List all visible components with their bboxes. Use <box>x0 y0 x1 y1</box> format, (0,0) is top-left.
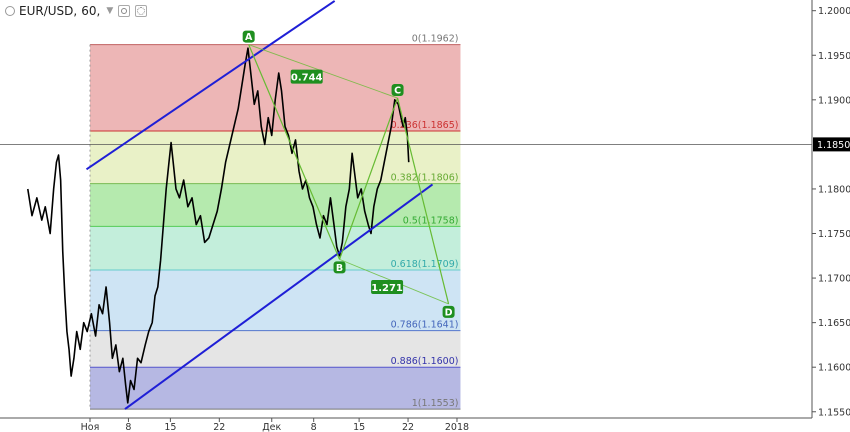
visibility-toggle-icon[interactable] <box>118 5 131 17</box>
pattern-point-badge-d <box>442 305 455 318</box>
fib-level-label: 0(1.1962) <box>412 34 459 45</box>
x-tick-label: Дек <box>262 422 281 432</box>
header-separator: , <box>96 4 101 18</box>
x-tick-label: 8 <box>125 422 131 432</box>
pattern-ratio-label: 0.744 <box>291 73 323 84</box>
pattern-leg-cd <box>396 97 450 305</box>
timeframe[interactable]: 60 <box>81 4 97 18</box>
pattern-point-label-d: D <box>445 307 453 318</box>
x-tick-label: 8 <box>311 422 317 432</box>
fib-level-label: 0.786(1.1641) <box>391 320 459 331</box>
fib-zone-0.886 <box>90 367 461 410</box>
chevron-down-icon[interactable]: ▼ <box>106 6 114 16</box>
fib-zone-0.786 <box>90 330 461 368</box>
x-tick-label: 22 <box>402 422 414 432</box>
header-separator: , <box>73 4 78 18</box>
plot-area: 0(1.1962) 0.236(1.1865) 0.382(1.1806) 0.5(1… <box>0 0 812 410</box>
pattern-point-badge-b <box>333 261 346 274</box>
pattern-point-label-a: A <box>245 32 253 43</box>
pattern-ratio-line-ac <box>248 44 398 99</box>
x-tick-label: 2018 <box>445 422 469 432</box>
pattern-point-label-b: B <box>336 263 343 274</box>
y-tick-label: 1.1550 <box>818 407 850 418</box>
visibility-dot-icon[interactable] <box>5 6 15 16</box>
fib-level-label: 0.236(1.1865) <box>391 120 459 131</box>
settings-gear-icon[interactable] <box>135 5 148 17</box>
pattern-ratio-badge <box>371 279 404 294</box>
pattern-point-badge-a <box>242 30 255 43</box>
x-tick-label: 15 <box>353 422 365 432</box>
current-price-tag <box>813 137 850 152</box>
fib-zone-0.5 <box>90 226 461 271</box>
fib-level-label: 0.5(1.1758) <box>403 215 459 226</box>
y-tick-label: 1.1750 <box>818 229 850 240</box>
fib-level-label: 1(1.1553) <box>412 398 459 409</box>
pattern-ratio-label: 1.271 <box>371 283 403 294</box>
y-tick-label: 1.1900 <box>818 95 850 106</box>
fib-level-label: 0.886(1.1600) <box>391 356 459 367</box>
symbol-name[interactable]: EUR/USD <box>19 4 74 18</box>
fib-zone-0.236 <box>90 131 461 184</box>
pattern-point-badge-c <box>391 84 404 97</box>
y-tick-label: 1.2000 <box>818 6 850 17</box>
fib-level-label: 0.618(1.1709) <box>391 259 459 270</box>
channel-lower-line <box>124 183 434 410</box>
channel-upper-line <box>85 0 336 171</box>
y-tick-label: 1.1700 <box>818 274 850 285</box>
pattern-ratio-badge <box>290 69 323 84</box>
y-tick-label: 1.1800 <box>818 184 850 195</box>
y-tick-label: 1.1950 <box>818 51 850 62</box>
pattern-point-label-c: C <box>394 86 401 97</box>
pattern-leg-ab <box>248 44 341 260</box>
fib-level-label: 0.382(1.1806) <box>391 173 459 184</box>
current-price-label: 1.1850 <box>817 140 850 151</box>
chart-header: EUR/USD, 60, ▼ <box>4 3 148 19</box>
y-tick-label: 1.1650 <box>818 318 850 329</box>
x-tick-label: 15 <box>164 422 176 432</box>
x-tick-label: Ноя <box>81 422 100 432</box>
fib-zone-0.382 <box>90 183 461 227</box>
price-series-line <box>26 47 410 404</box>
pattern-leg-bc <box>338 97 399 260</box>
x-tick-label: 22 <box>213 422 225 432</box>
y-tick-label: 1.1600 <box>818 363 850 374</box>
